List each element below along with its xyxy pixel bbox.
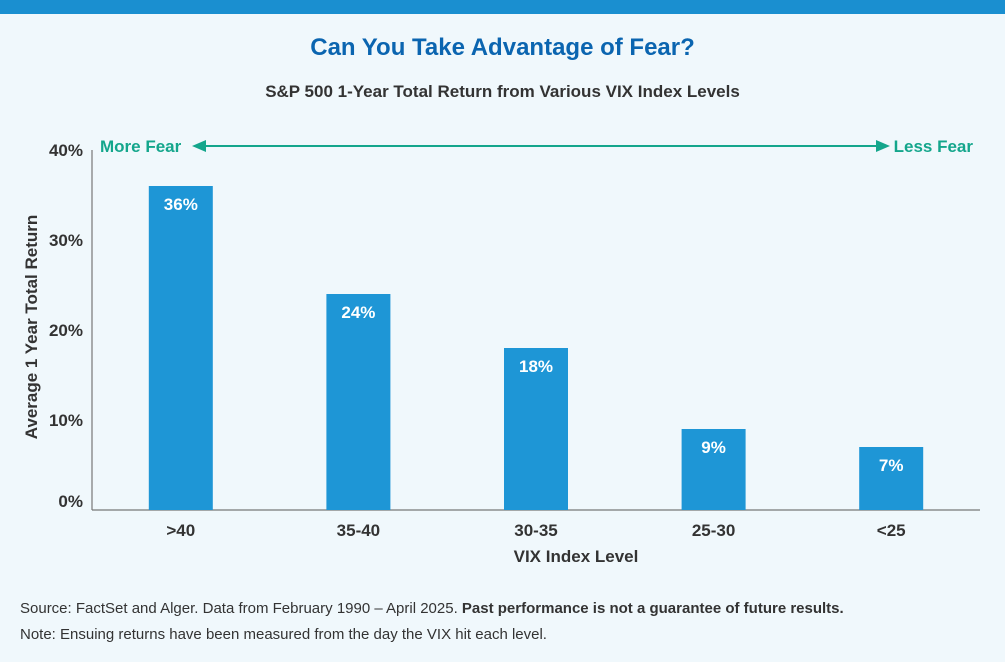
bar-2 (326, 294, 391, 510)
x-tick-label: 35-40 (337, 521, 380, 540)
chart-subtitle: S&P 500 1-Year Total Return from Various… (265, 82, 740, 101)
data-label: 9% (701, 438, 726, 457)
y-tick-label: 10% (49, 411, 83, 430)
bar-4 (681, 429, 746, 510)
x-tick-label: >40 (166, 521, 195, 540)
x-tick-label: 25-30 (692, 521, 735, 540)
methodology-note: Note: Ensuing returns have been measured… (20, 626, 547, 643)
arrow-left-head-icon (192, 140, 206, 152)
more-fear-label: More Fear (100, 137, 182, 156)
bar-1 (148, 186, 213, 510)
data-label: 7% (879, 456, 904, 475)
page-title: Can You Take Advantage of Fear? (310, 34, 695, 61)
source-note: Source: FactSet and Alger. Data from Feb… (20, 600, 844, 617)
x-tick-label: 30-35 (514, 521, 557, 540)
top-accent-bar (0, 0, 1005, 14)
y-tick-label: 40% (49, 141, 83, 160)
data-label: 36% (164, 195, 198, 214)
data-label: 24% (341, 303, 375, 322)
source-text: Source: FactSet and Alger. Data from Feb… (20, 600, 462, 617)
x-tick-label: <25 (877, 521, 906, 540)
y-tick-label: 30% (49, 231, 83, 250)
performance-disclaimer: Past performance is not a guarantee of f… (461, 600, 844, 617)
bar-5 (859, 447, 924, 510)
y-tick-label: 0% (58, 492, 83, 511)
less-fear-label: Less Fear (894, 137, 974, 156)
y-tick-label: 20% (49, 321, 83, 340)
x-axis-title: VIX Index Level (514, 547, 639, 566)
bar-3 (504, 348, 568, 510)
arrow-right-head-icon (876, 140, 890, 152)
data-label: 18% (519, 357, 553, 376)
y-axis-title: Average 1 Year Total Return (22, 215, 41, 440)
